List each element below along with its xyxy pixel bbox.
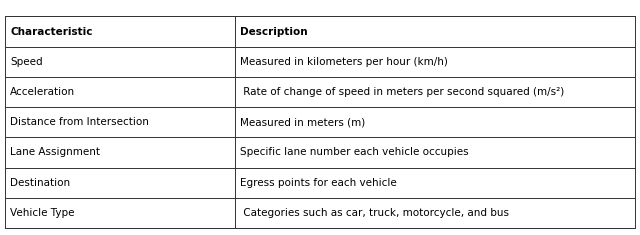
Text: Specific lane number each vehicle occupies: Specific lane number each vehicle occupi…	[240, 147, 468, 157]
Text: Rate of change of speed in meters per second squared (m/s²): Rate of change of speed in meters per se…	[240, 87, 564, 97]
Text: Speed: Speed	[10, 57, 43, 67]
Text: Categories such as car, truck, motorcycle, and bus: Categories such as car, truck, motorcycl…	[240, 208, 509, 218]
Text: Acceleration: Acceleration	[10, 87, 76, 97]
Text: Distance from Intersection: Distance from Intersection	[10, 117, 149, 127]
Text: Measured in meters (m): Measured in meters (m)	[240, 117, 365, 127]
Text: Lane Assignment: Lane Assignment	[10, 147, 100, 157]
Text: Description: Description	[240, 27, 308, 37]
Text: Measured in kilometers per hour (km/h): Measured in kilometers per hour (km/h)	[240, 57, 448, 67]
Text: Egress points for each vehicle: Egress points for each vehicle	[240, 178, 397, 188]
Text: Vehicle Type: Vehicle Type	[10, 208, 75, 218]
Text: Destination: Destination	[10, 178, 70, 188]
Text: Characteristic: Characteristic	[10, 27, 93, 37]
